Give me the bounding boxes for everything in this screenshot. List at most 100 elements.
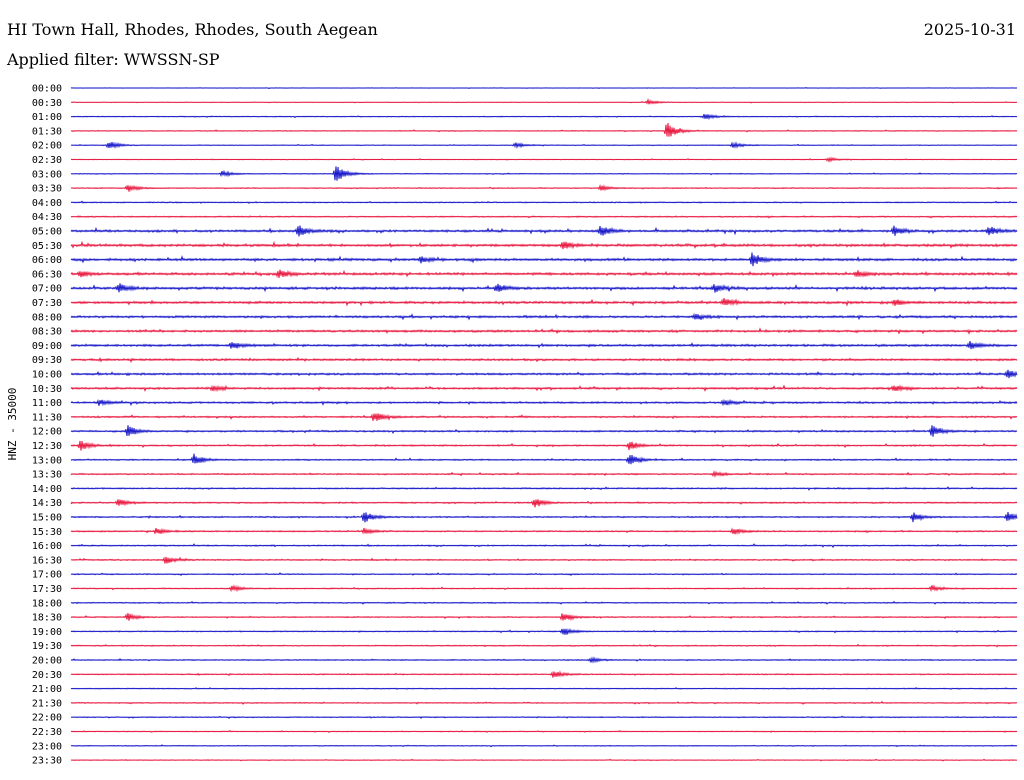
row-time-label: 06:00 [32, 255, 62, 266]
trace-line [70, 556, 1018, 564]
row-label-group: 00:00 00:30 01:00 01:30 02:00 02:30 03:00 03:30… [32, 84, 62, 767]
row-time-label: 11:30 [32, 412, 62, 423]
row-time-label: 20:30 [32, 670, 62, 681]
trace-line [70, 384, 1018, 393]
row-time-label: 16:00 [32, 541, 62, 552]
trace-line [70, 643, 1018, 648]
row-time-label: 00:30 [32, 98, 62, 109]
row-time-label: 15:00 [32, 513, 62, 524]
trace-line [70, 86, 1018, 90]
row-time-label: 19:00 [32, 627, 62, 638]
trace-line [70, 572, 1018, 577]
row-time-label: 01:30 [32, 126, 62, 137]
row-time-label: 17:30 [32, 584, 62, 595]
row-time-label: 10:00 [32, 370, 62, 381]
trace-line [70, 758, 1018, 762]
row-time-label: 05:00 [32, 227, 62, 238]
trace-line [70, 200, 1018, 205]
row-time-label: 18:00 [32, 598, 62, 609]
trace-line [70, 656, 1018, 664]
row-time-label: 12:00 [32, 427, 62, 438]
trace-line [70, 613, 1018, 622]
row-time-label: 11:00 [32, 398, 62, 409]
trace-line [70, 398, 1018, 407]
trace-line [70, 700, 1018, 705]
row-time-label: 03:30 [32, 184, 62, 195]
row-time-label: 13:30 [32, 470, 62, 481]
row-time-label: 14:00 [32, 484, 62, 495]
row-time-label: 17:00 [32, 570, 62, 581]
record-date: 2025-10-31 [923, 20, 1016, 39]
trace-line [70, 715, 1018, 720]
trace-line [70, 141, 1018, 150]
station-title: HI Town Hall, Rhodes, Rhodes, South Aege… [7, 20, 378, 39]
trace-line [70, 97, 1018, 105]
row-time-label: 22:30 [32, 727, 62, 738]
row-time-label: 04:00 [32, 198, 62, 209]
row-time-label: 14:30 [32, 498, 62, 509]
row-time-label: 21:30 [32, 698, 62, 709]
row-time-label: 16:30 [32, 555, 62, 566]
trace-line [70, 486, 1018, 491]
trace-group [70, 86, 1018, 762]
trace-line [70, 670, 1018, 678]
row-time-label: 19:30 [32, 641, 62, 652]
trace-line [70, 744, 1018, 748]
trace-line [70, 122, 1018, 137]
trace-line [70, 356, 1018, 363]
trace-line [70, 687, 1018, 690]
trace-line [70, 584, 1018, 593]
row-time-label: 02:30 [32, 155, 62, 166]
row-time-label: 20:00 [32, 656, 62, 667]
trace-line [70, 184, 1018, 192]
row-time-label: 03:00 [32, 169, 62, 180]
row-time-label: 01:00 [32, 112, 62, 123]
trace-line [70, 413, 1018, 421]
trace-line [70, 156, 1018, 163]
trace-line [70, 312, 1018, 321]
trace-line [70, 440, 1018, 451]
trace-line [70, 512, 1018, 523]
row-time-label: 21:00 [32, 684, 62, 695]
trace-line [70, 600, 1018, 605]
trace-line [70, 627, 1018, 635]
trace-line [70, 283, 1018, 293]
trace-line [70, 166, 1018, 181]
trace-line [70, 340, 1018, 350]
row-time-label: 22:00 [32, 713, 62, 724]
row-time-label: 23:00 [32, 741, 62, 752]
trace-line [70, 240, 1018, 250]
row-time-label: 02:00 [32, 141, 62, 152]
row-time-label: 07:30 [32, 298, 62, 309]
row-time-label: 09:00 [32, 341, 62, 352]
row-time-label: 23:30 [32, 756, 62, 767]
row-time-label: 18:30 [32, 613, 62, 624]
row-time-label: 09:30 [32, 355, 62, 366]
row-time-label: 08:00 [32, 312, 62, 323]
trace-line [70, 499, 1018, 508]
row-time-label: 10:30 [32, 384, 62, 395]
row-time-label: 06:30 [32, 269, 62, 280]
trace-line [70, 113, 1018, 121]
trace-line [70, 729, 1018, 734]
trace-line [70, 543, 1018, 549]
trace-line [70, 369, 1018, 379]
row-time-label: 13:00 [32, 455, 62, 466]
row-time-label: 07:00 [32, 284, 62, 295]
trace-line [70, 327, 1018, 335]
channel-label: HNZ - 35000 [6, 388, 19, 461]
filter-label: Applied filter: WWSSN-SP [7, 50, 220, 69]
trace-line [70, 298, 1018, 307]
row-time-label: 00:00 [32, 84, 62, 95]
trace-line [70, 215, 1018, 219]
trace-line [70, 252, 1018, 267]
trace-line [70, 453, 1018, 465]
trace-line [70, 470, 1018, 478]
row-time-label: 15:30 [32, 527, 62, 538]
row-time-label: 04:30 [32, 212, 62, 223]
trace-line [70, 225, 1018, 237]
trace-line [70, 425, 1018, 437]
row-time-label: 05:30 [32, 241, 62, 252]
trace-line [70, 527, 1018, 535]
